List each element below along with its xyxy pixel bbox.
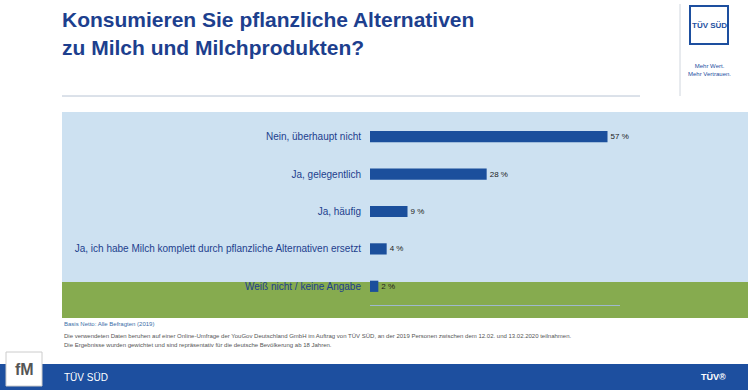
- svg-text:TÜV SÜD: TÜV SÜD: [692, 21, 727, 30]
- svg-text:28 %: 28 %: [490, 170, 508, 179]
- svg-text:Konsumieren Sie pflanzliche Al: Konsumieren Sie pflanzliche Alternativen…: [62, 8, 474, 58]
- svg-text:Mehr Wert.Mehr Vertrauen.: Mehr Wert.Mehr Vertrauen.: [688, 63, 731, 77]
- svg-text:Nein, überhaupt nicht: Nein, überhaupt nicht: [266, 131, 361, 142]
- svg-text:Ja, gelegentlich: Ja, gelegentlich: [292, 169, 362, 180]
- svg-text:Ja, ich habe Milch komplett du: Ja, ich habe Milch komplett durch pflanz…: [75, 243, 361, 254]
- svg-text:TÜV®: TÜV®: [701, 372, 726, 382]
- svg-text:Weiß nicht / keine Angabe: Weiß nicht / keine Angabe: [245, 281, 361, 292]
- svg-text:9 %: 9 %: [411, 207, 425, 216]
- svg-text:4 %: 4 %: [390, 244, 404, 253]
- svg-text:Basis Netto: Alle Befragten (2: Basis Netto: Alle Befragten (2019): [64, 321, 154, 327]
- svg-text:2 %: 2 %: [381, 282, 395, 291]
- svg-text:TÜV SÜD: TÜV SÜD: [64, 372, 108, 383]
- svg-text:57 %: 57 %: [611, 132, 629, 141]
- svg-text:Die verwendeten Daten beruhen: Die verwendeten Daten beruhen auf einer …: [64, 333, 572, 339]
- svg-text:Die Ergebnisse wurden gewichte: Die Ergebnisse wurden gewichtet und sind…: [64, 342, 332, 348]
- svg-text:fM: fM: [15, 361, 34, 378]
- svg-text:Ja, häufig: Ja, häufig: [318, 206, 361, 217]
